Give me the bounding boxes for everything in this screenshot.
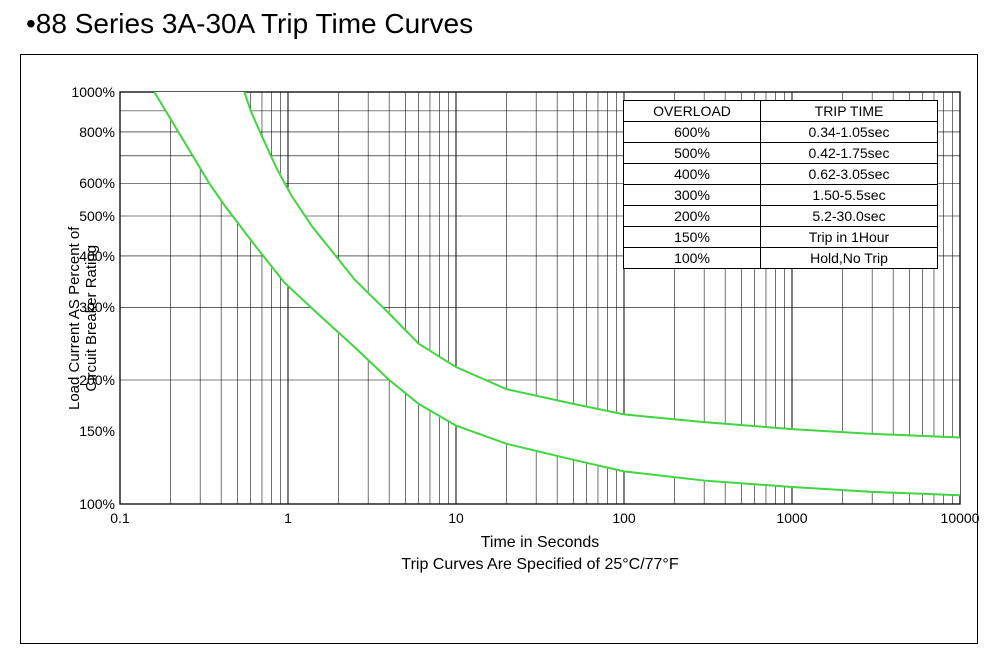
table-cell: 500% <box>624 143 761 164</box>
table-cell: 200% <box>624 206 761 227</box>
table-cell: Trip in 1Hour <box>761 227 938 248</box>
y-tick: 800% <box>79 124 115 140</box>
y-tick: 600% <box>79 175 115 191</box>
y-tick: 300% <box>79 299 115 315</box>
table-row: 600%0.34-1.05sec <box>624 122 938 143</box>
table-cell: 0.42-1.75sec <box>761 143 938 164</box>
table-cell: 100% <box>624 248 761 269</box>
x-axis-note: Trip Curves Are Specified of 25°C/77°F <box>120 556 960 574</box>
x-tick: 10 <box>448 510 464 526</box>
x-tick: 10000 <box>941 510 980 526</box>
x-tick: 1 <box>284 510 292 526</box>
y-tick: 200% <box>79 372 115 388</box>
table-cell: 400% <box>624 164 761 185</box>
table-row: 500%0.42-1.75sec <box>624 143 938 164</box>
table-row: 200%5.2-30.0sec <box>624 206 938 227</box>
table-cell: Hold,No Trip <box>761 248 938 269</box>
y-tick-labels: 100%150%200%300%400%500%600%800%1000% <box>60 92 115 504</box>
table-cell: 300% <box>624 185 761 206</box>
table-cell: 600% <box>624 122 761 143</box>
table-cell: 150% <box>624 227 761 248</box>
y-tick: 500% <box>79 208 115 224</box>
page-title: •88 Series 3A-30A Trip Time Curves <box>26 8 473 40</box>
x-tick: 100 <box>612 510 635 526</box>
table-cell: 1.50-5.5sec <box>761 185 938 206</box>
x-tick-labels: 0.1110100100010000 <box>120 510 960 530</box>
table-header: OVERLOAD <box>624 101 761 122</box>
table-row: 400%0.62-3.05sec <box>624 164 938 185</box>
y-tick: 1000% <box>71 84 115 100</box>
x-tick: 0.1 <box>110 510 129 526</box>
y-tick: 150% <box>79 423 115 439</box>
trip-time-table: OVERLOADTRIP TIME600%0.34-1.05sec500%0.4… <box>623 100 938 269</box>
x-axis-label: Time in Seconds <box>120 534 960 552</box>
y-tick: 400% <box>79 248 115 264</box>
table-cell: 0.62-3.05sec <box>761 164 938 185</box>
x-tick: 1000 <box>776 510 807 526</box>
table-cell: 5.2-30.0sec <box>761 206 938 227</box>
table-row: 300%1.50-5.5sec <box>624 185 938 206</box>
table-row: 150%Trip in 1Hour <box>624 227 938 248</box>
table-cell: 0.34-1.05sec <box>761 122 938 143</box>
table-row: 100%Hold,No Trip <box>624 248 938 269</box>
table-header: TRIP TIME <box>761 101 938 122</box>
